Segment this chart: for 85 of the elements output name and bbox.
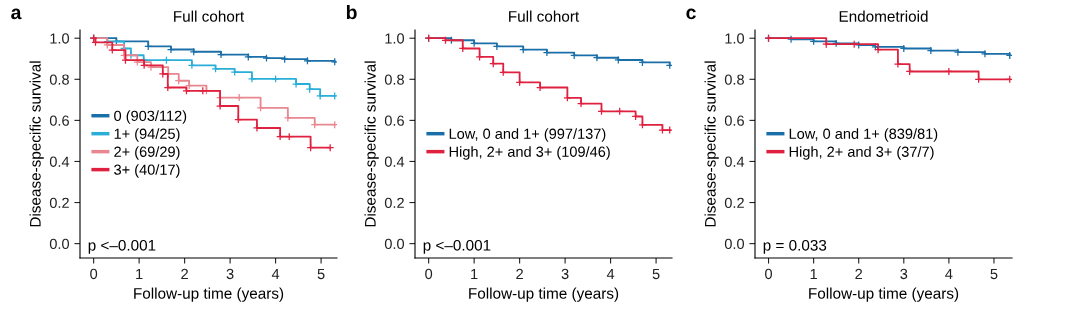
x-tick-label: 4 [606,268,615,279]
text: c [686,8,696,20]
y-tick-label: 1.0 [50,33,70,44]
y-tick-label: 1.0 [385,33,405,44]
y-tick-label: 0.8 [49,74,69,85]
x-axis-title: Follow-up time (years) [469,287,619,302]
y-tick-label: 0.2 [724,197,744,208]
point [576,99,586,108]
text: b [346,4,357,20]
x-tick-label: 0 [425,268,433,280]
x-tick-label: 4 [271,268,280,279]
x-tick-label: 3 [900,268,908,280]
point [665,125,672,135]
y-tick-label: 0.2 [49,197,69,208]
legend-label: Low, 0 and 1+ (839/81) [789,128,938,142]
point [592,53,602,62]
chart-title: Full cohort [509,10,580,22]
y-tick-label: 0.8 [384,74,404,85]
point [658,125,667,135]
x-tick-label: 5 [317,268,325,280]
chart-title: Endometrioid [839,10,928,22]
point [953,48,962,57]
point [271,74,280,83]
x-tick-label: 3 [561,268,569,280]
x-axis-title: Follow-up time (years) [809,287,959,302]
legend-label: High, 2+ and 3+ (37/7) [789,146,934,160]
x-tick-label: 0 [765,268,773,280]
x-tick-label: 5 [652,268,660,280]
point [535,83,545,92]
x-tick-label: 0 [90,268,98,280]
legend-label: Low, 0 and 1+ (997/137) [449,128,606,142]
y-axis-title: Disease-specific survival [364,61,379,227]
point [492,42,501,51]
annotation: p <–0.001 [423,239,491,254]
point [216,50,226,59]
x-tick-label: 1 [136,268,143,279]
y-tick-label: 0.8 [724,74,744,85]
chart-title: Full cohort [174,10,245,22]
point [244,52,253,62]
y-tick-label: 0.4 [49,156,70,167]
annotation: p <–0.001 [88,239,156,254]
y-axis-title: Disease-specific survival [704,61,719,227]
point [638,120,647,129]
y-tick-label: 0.6 [49,115,69,126]
y-tick-label: 0.0 [724,238,745,250]
y-tick-label: 0.0 [49,238,70,250]
point [944,67,953,76]
x-axis-title: Follow-up time (years) [134,287,284,302]
y-axis-title: Disease-specific survival [29,61,44,227]
point [980,49,990,58]
point [893,60,903,69]
point [1005,51,1012,60]
y-tick-label: 0.4 [384,156,405,167]
point [542,48,552,57]
x-tick-label: 1 [471,268,478,279]
point [283,113,292,123]
legend-label: High, 2+ and 3+ (109/46) [449,146,610,160]
x-tick-label: 2 [855,268,863,279]
point [230,68,239,77]
y-tick-label: 0.6 [724,115,744,126]
point [330,91,337,101]
point [166,45,176,54]
point [1005,75,1012,84]
x-tick-label: 5 [990,268,998,280]
legend-label: 0 (903/112) [114,110,187,124]
legend-label: 1+ (94/25) [114,128,180,142]
legend-label: 2+ (69/29) [114,146,180,160]
y-tick-label: 0.0 [384,238,405,250]
point [187,61,196,70]
point [316,91,325,101]
point [475,52,484,62]
y-tick-label: 0.4 [724,156,745,167]
y-tick-label: 1.0 [725,33,745,44]
legend-label: 3+ (40/17) [114,164,180,178]
text: a [11,8,22,20]
x-tick-label: 3 [226,268,234,280]
y-tick-label: 0.2 [384,197,404,208]
y-tick-label: 0.6 [384,115,404,126]
point [247,74,257,83]
x-tick-label: 4 [945,268,953,279]
point [158,69,167,79]
x-tick-label: 2 [516,268,523,279]
annotation: p = 0.033 [763,239,827,254]
x-tick-label: 2 [181,268,188,279]
x-tick-label: 1 [810,268,817,279]
